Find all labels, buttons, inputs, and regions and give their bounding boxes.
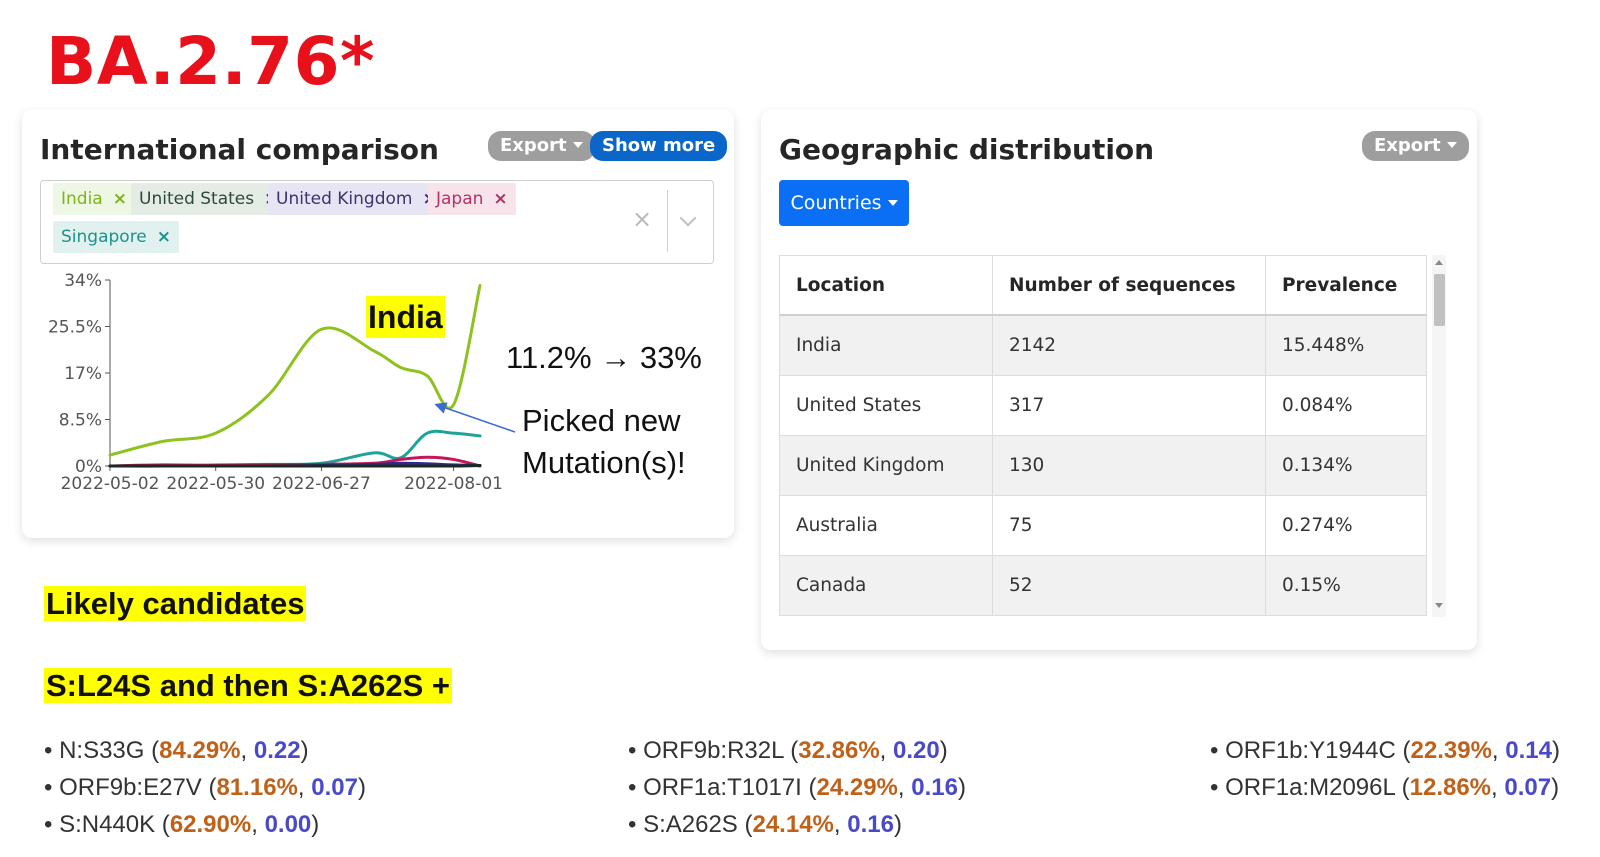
countries-dropdown-button[interactable]: Countries	[779, 180, 909, 226]
mutation-list-column-1: • N:S33G (84.29%, 0.22) • ORF9b:E27V (81…	[44, 732, 366, 843]
cell-prevalence: 15.448%	[1265, 314, 1427, 376]
x-tick-label: 2022-05-30	[166, 474, 265, 494]
cell-prevalence: 0.084%	[1265, 375, 1427, 436]
annotation-line: Mutation(s)!	[522, 445, 686, 480]
mutation-item: • ORF1a:T1017I (24.29%, 0.16)	[628, 774, 966, 801]
cell-prevalence: 0.134%	[1265, 435, 1427, 496]
cell-location: India	[779, 314, 993, 376]
international-comparison-heading: International comparison	[40, 133, 439, 166]
series-line-singapore	[108, 429, 482, 468]
column-header-prevalence[interactable]: Prevalence	[1265, 255, 1427, 316]
table-header-row: Location Number of sequences Prevalence	[779, 255, 1427, 316]
caret-down-icon	[572, 142, 583, 148]
y-tick-label: 25.5%	[48, 318, 102, 338]
tag-india[interactable]: India ×	[53, 183, 135, 215]
scroll-up-arrow-icon[interactable]	[1435, 260, 1443, 265]
mutation-item: • ORF1a:M2096L (12.86%, 0.07)	[1210, 774, 1560, 801]
table-row[interactable]: United States 317 0.084%	[779, 375, 1427, 436]
caret-down-icon	[1446, 142, 1457, 148]
tag-label: United Kingdom	[276, 189, 413, 209]
mutation-item: • N:S33G (84.29%, 0.22)	[44, 737, 309, 764]
scroll-down-arrow-icon[interactable]	[1435, 603, 1443, 608]
annotation-line: Picked new	[522, 403, 681, 438]
remove-tag-icon[interactable]: ×	[112, 189, 127, 209]
show-more-button[interactable]: Show more	[590, 131, 728, 161]
annotation-arrow	[434, 402, 516, 433]
slide-title: BA.2.76*	[46, 23, 376, 100]
column-header-location[interactable]: Location	[779, 255, 993, 316]
candidate-mutations-heading: S:L24S and then S:A262S +	[44, 668, 452, 703]
picked-mutations-annotation: Picked new Mutation(s)!	[522, 400, 686, 484]
cell-location: Canada	[779, 555, 993, 616]
column-header-sequences[interactable]: Number of sequences	[992, 255, 1266, 316]
mutation-item: • S:N440K (62.90%, 0.00)	[44, 811, 320, 838]
cell-sequences: 2142	[992, 314, 1266, 376]
cell-sequences: 52	[992, 555, 1266, 616]
tag-japan[interactable]: Japan ×	[428, 183, 516, 215]
caret-down-icon	[887, 200, 898, 206]
table-row[interactable]: India 2142 15.448%	[779, 314, 1427, 376]
clear-all-icon[interactable]: ×	[632, 205, 653, 233]
international-comparison-chart: 0% 8.5% 17% 25.5% 34% 2022-05-02 2022-05-30 202…	[48, 271, 503, 494]
export-button-geo[interactable]: Export	[1362, 131, 1469, 161]
cell-sequences: 130	[992, 435, 1266, 496]
cell-location: United States	[779, 375, 993, 436]
cell-prevalence: 0.15%	[1265, 555, 1427, 616]
y-tick-label: 34%	[64, 271, 102, 291]
tag-singapore[interactable]: Singapore ×	[53, 221, 180, 253]
geographic-distribution-heading: Geographic distribution	[779, 133, 1155, 166]
tag-label: United States	[139, 189, 255, 209]
mutation-list-column-2: • ORF9b:R32L (32.86%, 0.20) • ORF1a:T101…	[628, 732, 966, 843]
mutation-item: • ORF1b:Y1944C (22.39%, 0.14)	[1210, 737, 1560, 764]
cell-location: Australia	[779, 495, 993, 556]
table-scrollbar-thumb[interactable]	[1434, 274, 1445, 326]
y-tick-label: 17%	[64, 364, 102, 384]
select-separator	[667, 190, 668, 252]
y-tick-label: 8.5%	[59, 411, 102, 431]
likely-candidates-heading: Likely candidates	[44, 586, 307, 621]
cell-location: United Kingdom	[779, 435, 993, 496]
series-line-india	[108, 283, 482, 457]
geo-table: Location Number of sequences Prevalence …	[779, 255, 1427, 616]
remove-tag-icon[interactable]: ×	[493, 189, 508, 209]
mutation-item: • ORF9b:R32L (32.86%, 0.20)	[628, 737, 948, 764]
table-row[interactable]: United Kingdom 130 0.134%	[779, 435, 1427, 496]
geo-table-container[interactable]: Location Number of sequences Prevalence …	[779, 255, 1427, 617]
tag-label: India	[61, 189, 103, 209]
cell-sequences: 317	[992, 375, 1266, 436]
tag-united-states[interactable]: United States×	[131, 183, 287, 215]
arrow-line	[434, 402, 516, 433]
mutation-item: • S:A262S (24.14%, 0.16)	[628, 811, 902, 838]
cell-sequences: 75	[992, 495, 1266, 556]
table-row[interactable]: Canada 52 0.15%	[779, 555, 1427, 616]
x-tick-label: 2022-08-01	[404, 474, 503, 494]
mutation-item: • ORF9b:E27V (81.16%, 0.07)	[44, 774, 366, 801]
series-line-united-states	[108, 463, 482, 468]
table-scrollbar[interactable]	[1432, 255, 1446, 617]
x-tick-label: 2022-05-02	[61, 474, 160, 494]
mutation-list-column-3: • ORF1b:Y1944C (22.39%, 0.14) • ORF1a:M2…	[1210, 732, 1560, 806]
tag-label: Japan	[436, 189, 484, 209]
percent-change-annotation: 11.2% → 33%	[506, 340, 702, 375]
chart-lines	[108, 283, 482, 468]
y-tick-label: 0%	[75, 457, 102, 477]
cell-prevalence: 0.274%	[1265, 495, 1427, 556]
india-annotation: India	[366, 296, 445, 338]
tag-label: Singapore	[61, 227, 147, 247]
tag-united-kingdom[interactable]: United Kingdom×	[268, 183, 445, 215]
table-row[interactable]: Australia 75 0.274%	[779, 495, 1427, 556]
remove-tag-icon[interactable]: ×	[156, 227, 172, 247]
x-tick-label: 2022-06-27	[272, 474, 371, 494]
export-button-intl[interactable]: Export	[488, 131, 595, 161]
